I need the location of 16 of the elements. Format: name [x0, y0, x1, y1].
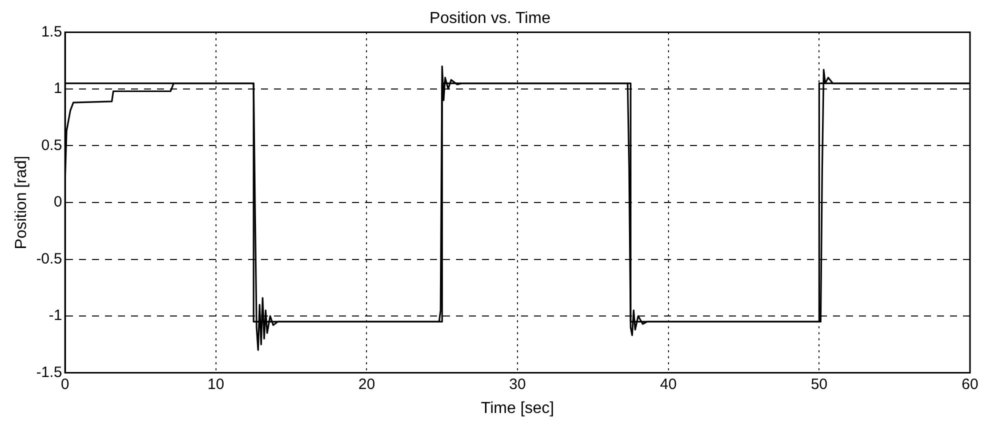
chart-title: Position vs. Time	[430, 10, 551, 28]
x-tick-label: 60	[962, 376, 978, 393]
x-tick-label: 10	[208, 376, 224, 393]
y-tick-label: -0.5	[36, 250, 62, 268]
x-tick-label: 20	[358, 376, 376, 393]
y-axis-title: Position [rad]	[13, 156, 30, 250]
y-tick-label: -1	[48, 307, 62, 324]
x-tick-label: 30	[509, 376, 526, 393]
y-tick-label: 0.5	[41, 136, 62, 154]
x-tick-label: 40	[660, 376, 677, 393]
y-tick-label: 1.5	[41, 23, 62, 40]
x-axis-title: Time [sec]	[480, 400, 554, 417]
y-tick-label: 0	[54, 194, 62, 211]
y-tick-label: 1	[54, 80, 62, 98]
y-tick-label: -1.5	[36, 364, 62, 381]
x-tick-label: 50	[810, 376, 828, 393]
